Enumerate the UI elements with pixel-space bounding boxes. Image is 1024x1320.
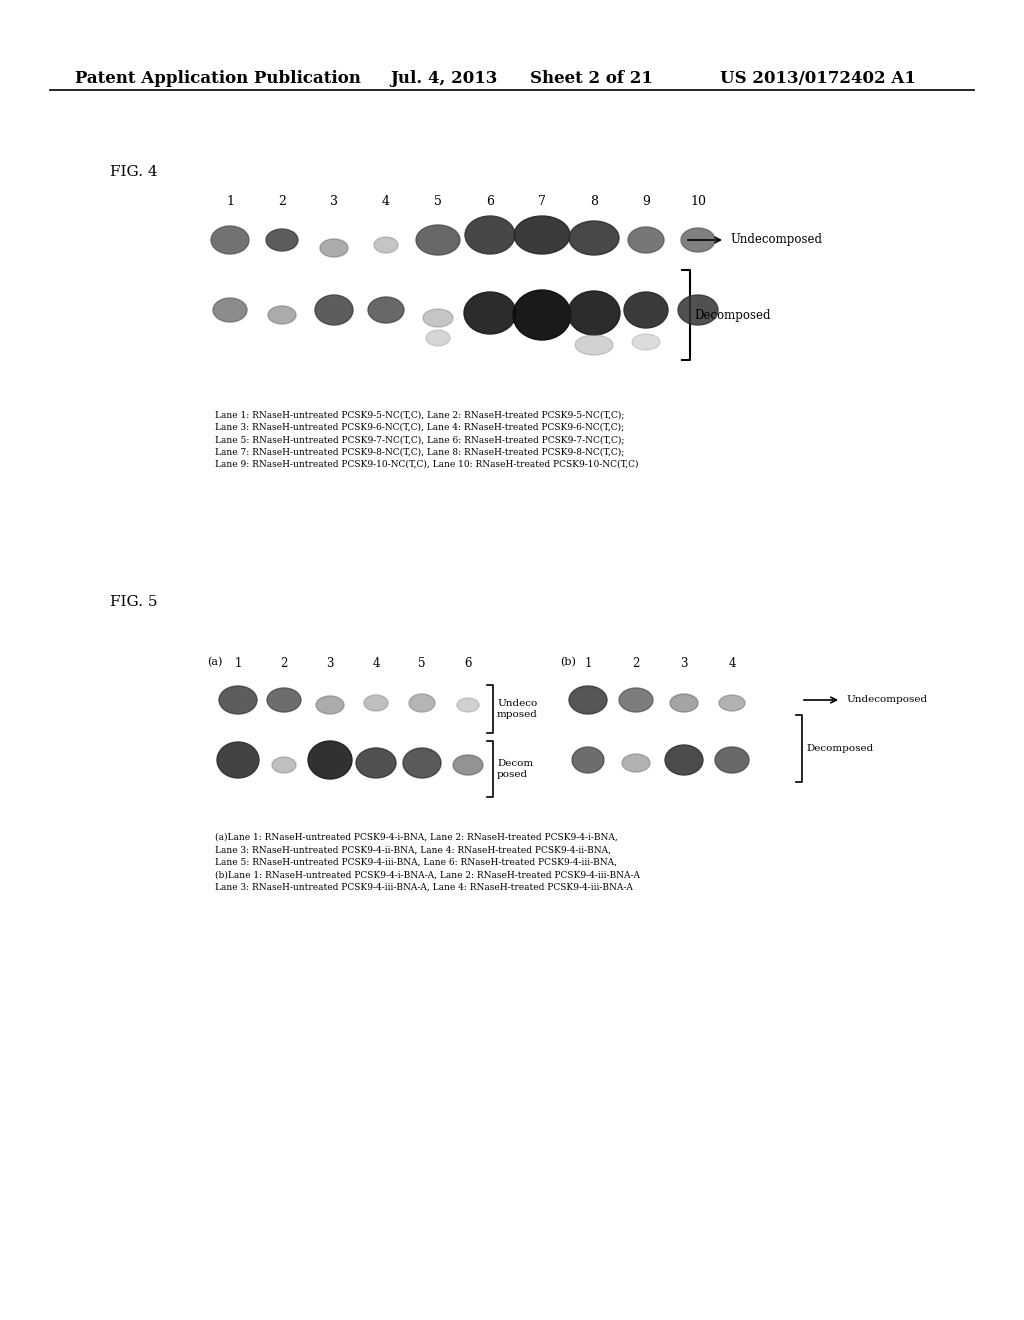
Ellipse shape xyxy=(426,330,450,346)
Ellipse shape xyxy=(217,742,259,777)
Text: 3: 3 xyxy=(330,195,338,209)
Ellipse shape xyxy=(575,335,613,355)
Ellipse shape xyxy=(681,228,715,252)
Ellipse shape xyxy=(622,754,650,772)
Ellipse shape xyxy=(670,694,698,711)
Ellipse shape xyxy=(665,744,703,775)
Ellipse shape xyxy=(572,747,604,774)
Ellipse shape xyxy=(624,292,668,327)
Text: 2: 2 xyxy=(281,657,288,671)
Text: 4: 4 xyxy=(382,195,390,209)
Text: (a)Lane 1: RNaseH-untreated PCSK9-4-i-BNA, Lane 2: RNaseH-treated PCSK9-4-i-BNA,: (a)Lane 1: RNaseH-untreated PCSK9-4-i-BN… xyxy=(215,833,640,892)
Text: 5: 5 xyxy=(418,657,426,671)
Text: 5: 5 xyxy=(434,195,442,209)
Ellipse shape xyxy=(403,748,441,777)
Text: 3: 3 xyxy=(680,657,688,671)
Text: 6: 6 xyxy=(486,195,494,209)
Text: 1: 1 xyxy=(226,195,234,209)
Ellipse shape xyxy=(319,239,348,257)
Ellipse shape xyxy=(272,756,296,774)
Ellipse shape xyxy=(569,220,618,255)
Text: 1: 1 xyxy=(234,657,242,671)
Ellipse shape xyxy=(409,694,435,711)
Text: 1: 1 xyxy=(585,657,592,671)
Text: Undecomposed: Undecomposed xyxy=(846,696,927,705)
Ellipse shape xyxy=(368,297,404,323)
Ellipse shape xyxy=(618,688,653,711)
Text: 10: 10 xyxy=(690,195,706,209)
Ellipse shape xyxy=(308,741,352,779)
Ellipse shape xyxy=(569,686,607,714)
Text: US 2013/0172402 A1: US 2013/0172402 A1 xyxy=(720,70,915,87)
Ellipse shape xyxy=(453,755,483,775)
Text: Decomposed: Decomposed xyxy=(694,309,770,322)
Text: FIG. 5: FIG. 5 xyxy=(110,595,158,609)
Ellipse shape xyxy=(568,290,620,335)
Text: Sheet 2 of 21: Sheet 2 of 21 xyxy=(530,70,653,87)
Text: 9: 9 xyxy=(642,195,650,209)
Ellipse shape xyxy=(416,224,460,255)
Ellipse shape xyxy=(632,334,660,350)
Ellipse shape xyxy=(268,306,296,323)
Ellipse shape xyxy=(267,688,301,711)
Ellipse shape xyxy=(464,292,516,334)
Text: Lane 1: RNaseH-untreated PCSK9-5-NC(T,C), Lane 2: RNaseH-treated PCSK9-5-NC(T,C): Lane 1: RNaseH-untreated PCSK9-5-NC(T,C)… xyxy=(215,411,639,469)
Ellipse shape xyxy=(316,696,344,714)
Text: 2: 2 xyxy=(632,657,640,671)
Ellipse shape xyxy=(628,227,664,253)
Text: Decomposed: Decomposed xyxy=(806,744,873,752)
Text: 8: 8 xyxy=(590,195,598,209)
Ellipse shape xyxy=(457,698,479,711)
Ellipse shape xyxy=(423,309,453,327)
Ellipse shape xyxy=(514,216,570,253)
Text: (a): (a) xyxy=(207,657,222,668)
Ellipse shape xyxy=(513,290,571,341)
Ellipse shape xyxy=(266,228,298,251)
Ellipse shape xyxy=(364,696,388,711)
Text: Decom
posed: Decom posed xyxy=(497,759,534,779)
Text: 2: 2 xyxy=(279,195,286,209)
Ellipse shape xyxy=(719,696,745,711)
Text: Undecomposed: Undecomposed xyxy=(730,234,822,247)
Text: Undeco
mposed: Undeco mposed xyxy=(497,700,538,718)
Text: Jul. 4, 2013: Jul. 4, 2013 xyxy=(390,70,498,87)
Ellipse shape xyxy=(465,216,515,253)
Ellipse shape xyxy=(678,294,718,325)
Text: Patent Application Publication: Patent Application Publication xyxy=(75,70,360,87)
Ellipse shape xyxy=(356,748,396,777)
Ellipse shape xyxy=(715,747,749,774)
Text: (b): (b) xyxy=(560,657,575,668)
Text: 7: 7 xyxy=(538,195,546,209)
Ellipse shape xyxy=(374,238,398,253)
Text: 4: 4 xyxy=(373,657,380,671)
Ellipse shape xyxy=(211,226,249,253)
Ellipse shape xyxy=(219,686,257,714)
Text: 3: 3 xyxy=(327,657,334,671)
Text: 6: 6 xyxy=(464,657,472,671)
Text: 4: 4 xyxy=(728,657,736,671)
Text: FIG. 4: FIG. 4 xyxy=(110,165,158,180)
Ellipse shape xyxy=(213,298,247,322)
Ellipse shape xyxy=(315,294,353,325)
